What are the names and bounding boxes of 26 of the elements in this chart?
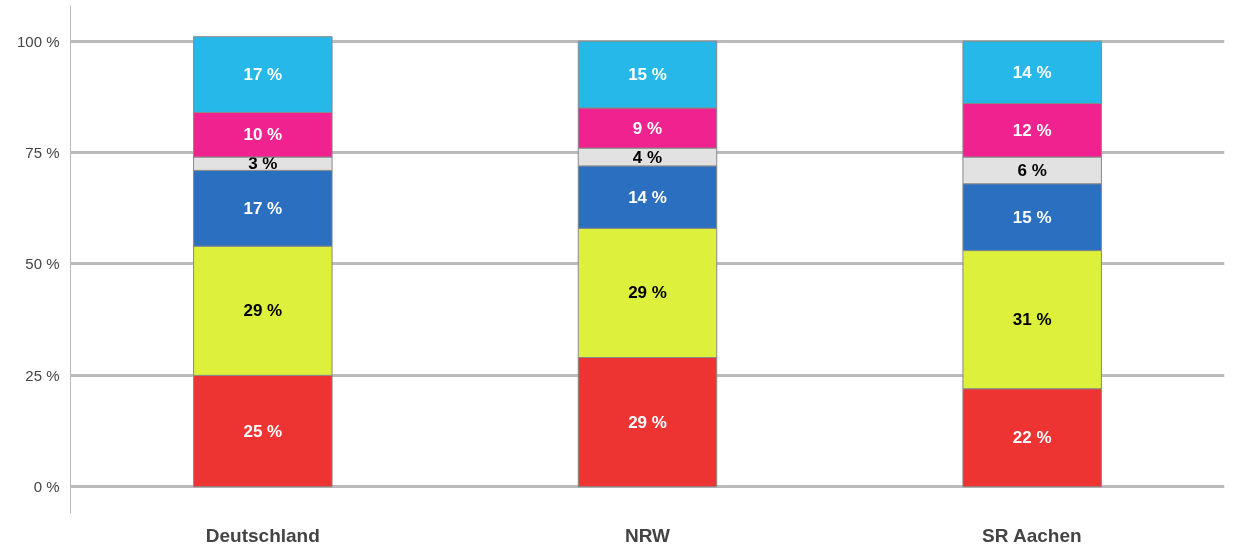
data-label: 29 % <box>628 412 667 432</box>
y-tick-label: 75 % <box>25 144 60 162</box>
y-tick-label: 25 % <box>25 366 60 384</box>
data-label: 12 % <box>1012 120 1052 140</box>
data-label: 15 % <box>1012 207 1052 227</box>
x-tick-label: Deutschland <box>205 524 320 546</box>
data-label: 31 % <box>1012 310 1052 330</box>
data-label: 4 % <box>632 147 663 167</box>
data-label: 15 % <box>628 65 667 85</box>
data-label: 14 % <box>628 187 667 207</box>
data-label: 29 % <box>628 283 667 303</box>
data-label: 14 % <box>1012 62 1052 82</box>
data-label: 10 % <box>243 125 283 145</box>
y-tick-label: 100 % <box>16 32 60 50</box>
data-label: 22 % <box>1012 428 1052 448</box>
data-label: 29 % <box>243 301 283 321</box>
data-label: 3 % <box>248 154 278 174</box>
y-tick-label: 50 % <box>25 255 60 273</box>
data-label: 9 % <box>632 118 663 138</box>
data-label: 6 % <box>1017 160 1047 180</box>
data-label: 17 % <box>243 198 283 218</box>
x-tick-label: NRW <box>624 524 671 546</box>
x-tick-label: SR Aachen <box>982 524 1082 546</box>
y-tick-label: 0 % <box>33 478 60 496</box>
data-label: 17 % <box>243 65 283 85</box>
data-label: 25 % <box>243 421 283 441</box>
